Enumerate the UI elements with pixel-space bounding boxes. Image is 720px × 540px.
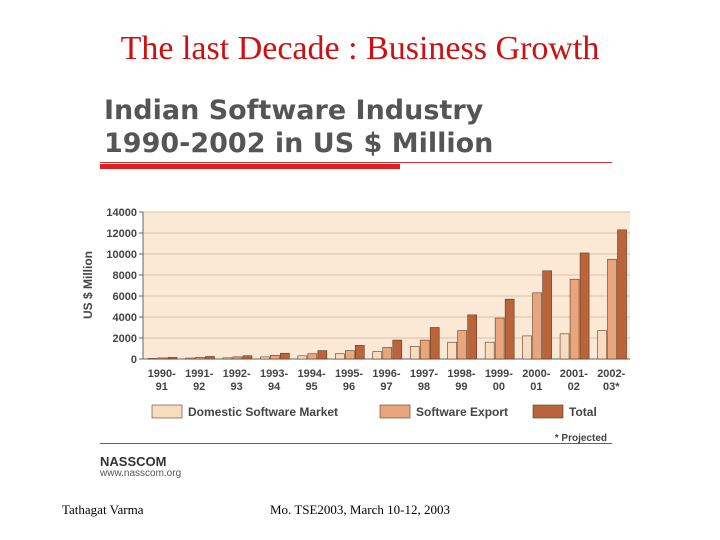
- slide-title: The last Decade : Business Growth: [120, 30, 600, 67]
- x-tick-label-line1: 1998-: [447, 368, 475, 380]
- bar-domestic: [222, 357, 233, 360]
- bar-total: [205, 356, 215, 360]
- legend-label: Software Export: [416, 405, 508, 419]
- bar-domestic: [559, 333, 570, 360]
- source-url: www.nasscom.org: [100, 468, 182, 479]
- x-tick-label-line1: 2001-: [560, 368, 588, 380]
- bar-total: [317, 350, 328, 360]
- legend-swatch: [532, 404, 564, 419]
- x-tick-label-line1: 1993-: [260, 368, 288, 380]
- bar-export: [345, 350, 355, 360]
- y-axis-label: US $ Million: [81, 251, 95, 319]
- bar-total: [617, 229, 627, 360]
- footer-author: Tathagat Varma: [62, 502, 144, 517]
- bar-export: [232, 356, 243, 360]
- y-tick-label: 6000: [113, 291, 137, 303]
- x-tick-label-line2: 96: [343, 381, 355, 393]
- bar-total: [242, 355, 253, 360]
- source-org: NASSCOM: [100, 454, 167, 469]
- x-tick-label-line2: 99: [455, 381, 467, 393]
- bar-export: [494, 317, 505, 360]
- bar-export: [157, 357, 168, 360]
- bar-domestic: [597, 330, 607, 360]
- x-tick-label-line1: 1990-: [148, 368, 176, 380]
- x-tick-label-line1: 1991-: [185, 368, 213, 380]
- footer-event: Mo. TSE2003, March 10-12, 2003: [270, 502, 450, 517]
- bar-export: [569, 278, 580, 360]
- bar-total: [355, 345, 365, 360]
- bar-domestic: [522, 335, 532, 360]
- x-tick-label-line2: 98: [418, 381, 430, 393]
- bar-domestic: [260, 356, 270, 360]
- legend-label: Domestic Software Market: [188, 405, 338, 419]
- bar-total: [579, 252, 590, 360]
- x-tick-label-line2: 00: [493, 381, 505, 393]
- chart-title-line2: 1990-2002 in US $ Million: [104, 128, 494, 159]
- legend-swatch: [151, 404, 183, 419]
- bar-total: [429, 327, 440, 360]
- x-tick-label-line1: 2002-: [597, 368, 625, 380]
- x-tick-label-line2: 95: [305, 381, 317, 393]
- bar-export: [457, 330, 467, 360]
- x-tick-label-line1: 1997-: [410, 368, 438, 380]
- y-tick-label: 2000: [113, 333, 137, 345]
- y-tick-label: 4000: [113, 312, 137, 324]
- x-tick-label-line2: 97: [380, 381, 392, 393]
- source-divider: [100, 443, 612, 444]
- bar-total: [392, 339, 403, 360]
- bar-domestic: [484, 341, 495, 360]
- legend-label: Total: [569, 405, 597, 419]
- bar-export: [532, 292, 542, 360]
- title-divider: [100, 162, 612, 163]
- bar-domestic: [447, 341, 457, 360]
- x-tick-label-line1: 1994-: [298, 368, 326, 380]
- y-tick-label: 10000: [106, 249, 137, 261]
- y-tick-label: 14000: [106, 207, 137, 219]
- x-tick-label-line1: 1992-: [223, 368, 251, 380]
- bar-domestic: [297, 355, 308, 360]
- x-tick-label-line1: 2000-: [522, 368, 550, 380]
- y-tick-label: 12000: [106, 228, 137, 240]
- bar-domestic: [147, 358, 158, 360]
- chart-footnote: * Projected: [555, 433, 607, 444]
- x-tick-label-line1: 1996-: [372, 368, 400, 380]
- bar-export: [382, 347, 393, 360]
- x-tick-label-line2: 01: [530, 381, 542, 393]
- plot-area: [143, 212, 630, 359]
- bar-domestic: [185, 357, 195, 360]
- bar-export: [607, 258, 617, 360]
- bar-export: [195, 357, 205, 360]
- x-tick-label-line2: 93: [231, 381, 243, 393]
- y-tick-label: 8000: [113, 270, 137, 282]
- bar-export: [419, 339, 430, 360]
- bar-export: [307, 353, 318, 360]
- x-tick-label-line2: 92: [193, 381, 205, 393]
- chart-title-line1: Indian Software Industry: [104, 95, 484, 126]
- x-tick-label-line2: 91: [156, 381, 168, 393]
- x-tick-label-line1: 1999-: [485, 368, 513, 380]
- bar-domestic: [335, 353, 345, 360]
- y-tick-label: 0: [131, 354, 137, 366]
- bar-export: [270, 355, 280, 360]
- bar-total: [280, 352, 290, 360]
- bar-total: [167, 357, 178, 360]
- bar-total: [542, 270, 552, 360]
- x-tick-label-line1: 1995-: [335, 368, 363, 380]
- title-accent-bar: [100, 164, 400, 169]
- bar-domestic: [372, 351, 383, 360]
- bar-total: [467, 314, 477, 360]
- legend-swatch: [379, 404, 411, 419]
- x-tick-label-line2: 03*: [603, 381, 620, 393]
- bar-total: [504, 298, 515, 360]
- x-tick-label-line2: 02: [568, 381, 580, 393]
- x-tick-label-line2: 94: [268, 381, 281, 393]
- bar-domestic: [409, 346, 420, 360]
